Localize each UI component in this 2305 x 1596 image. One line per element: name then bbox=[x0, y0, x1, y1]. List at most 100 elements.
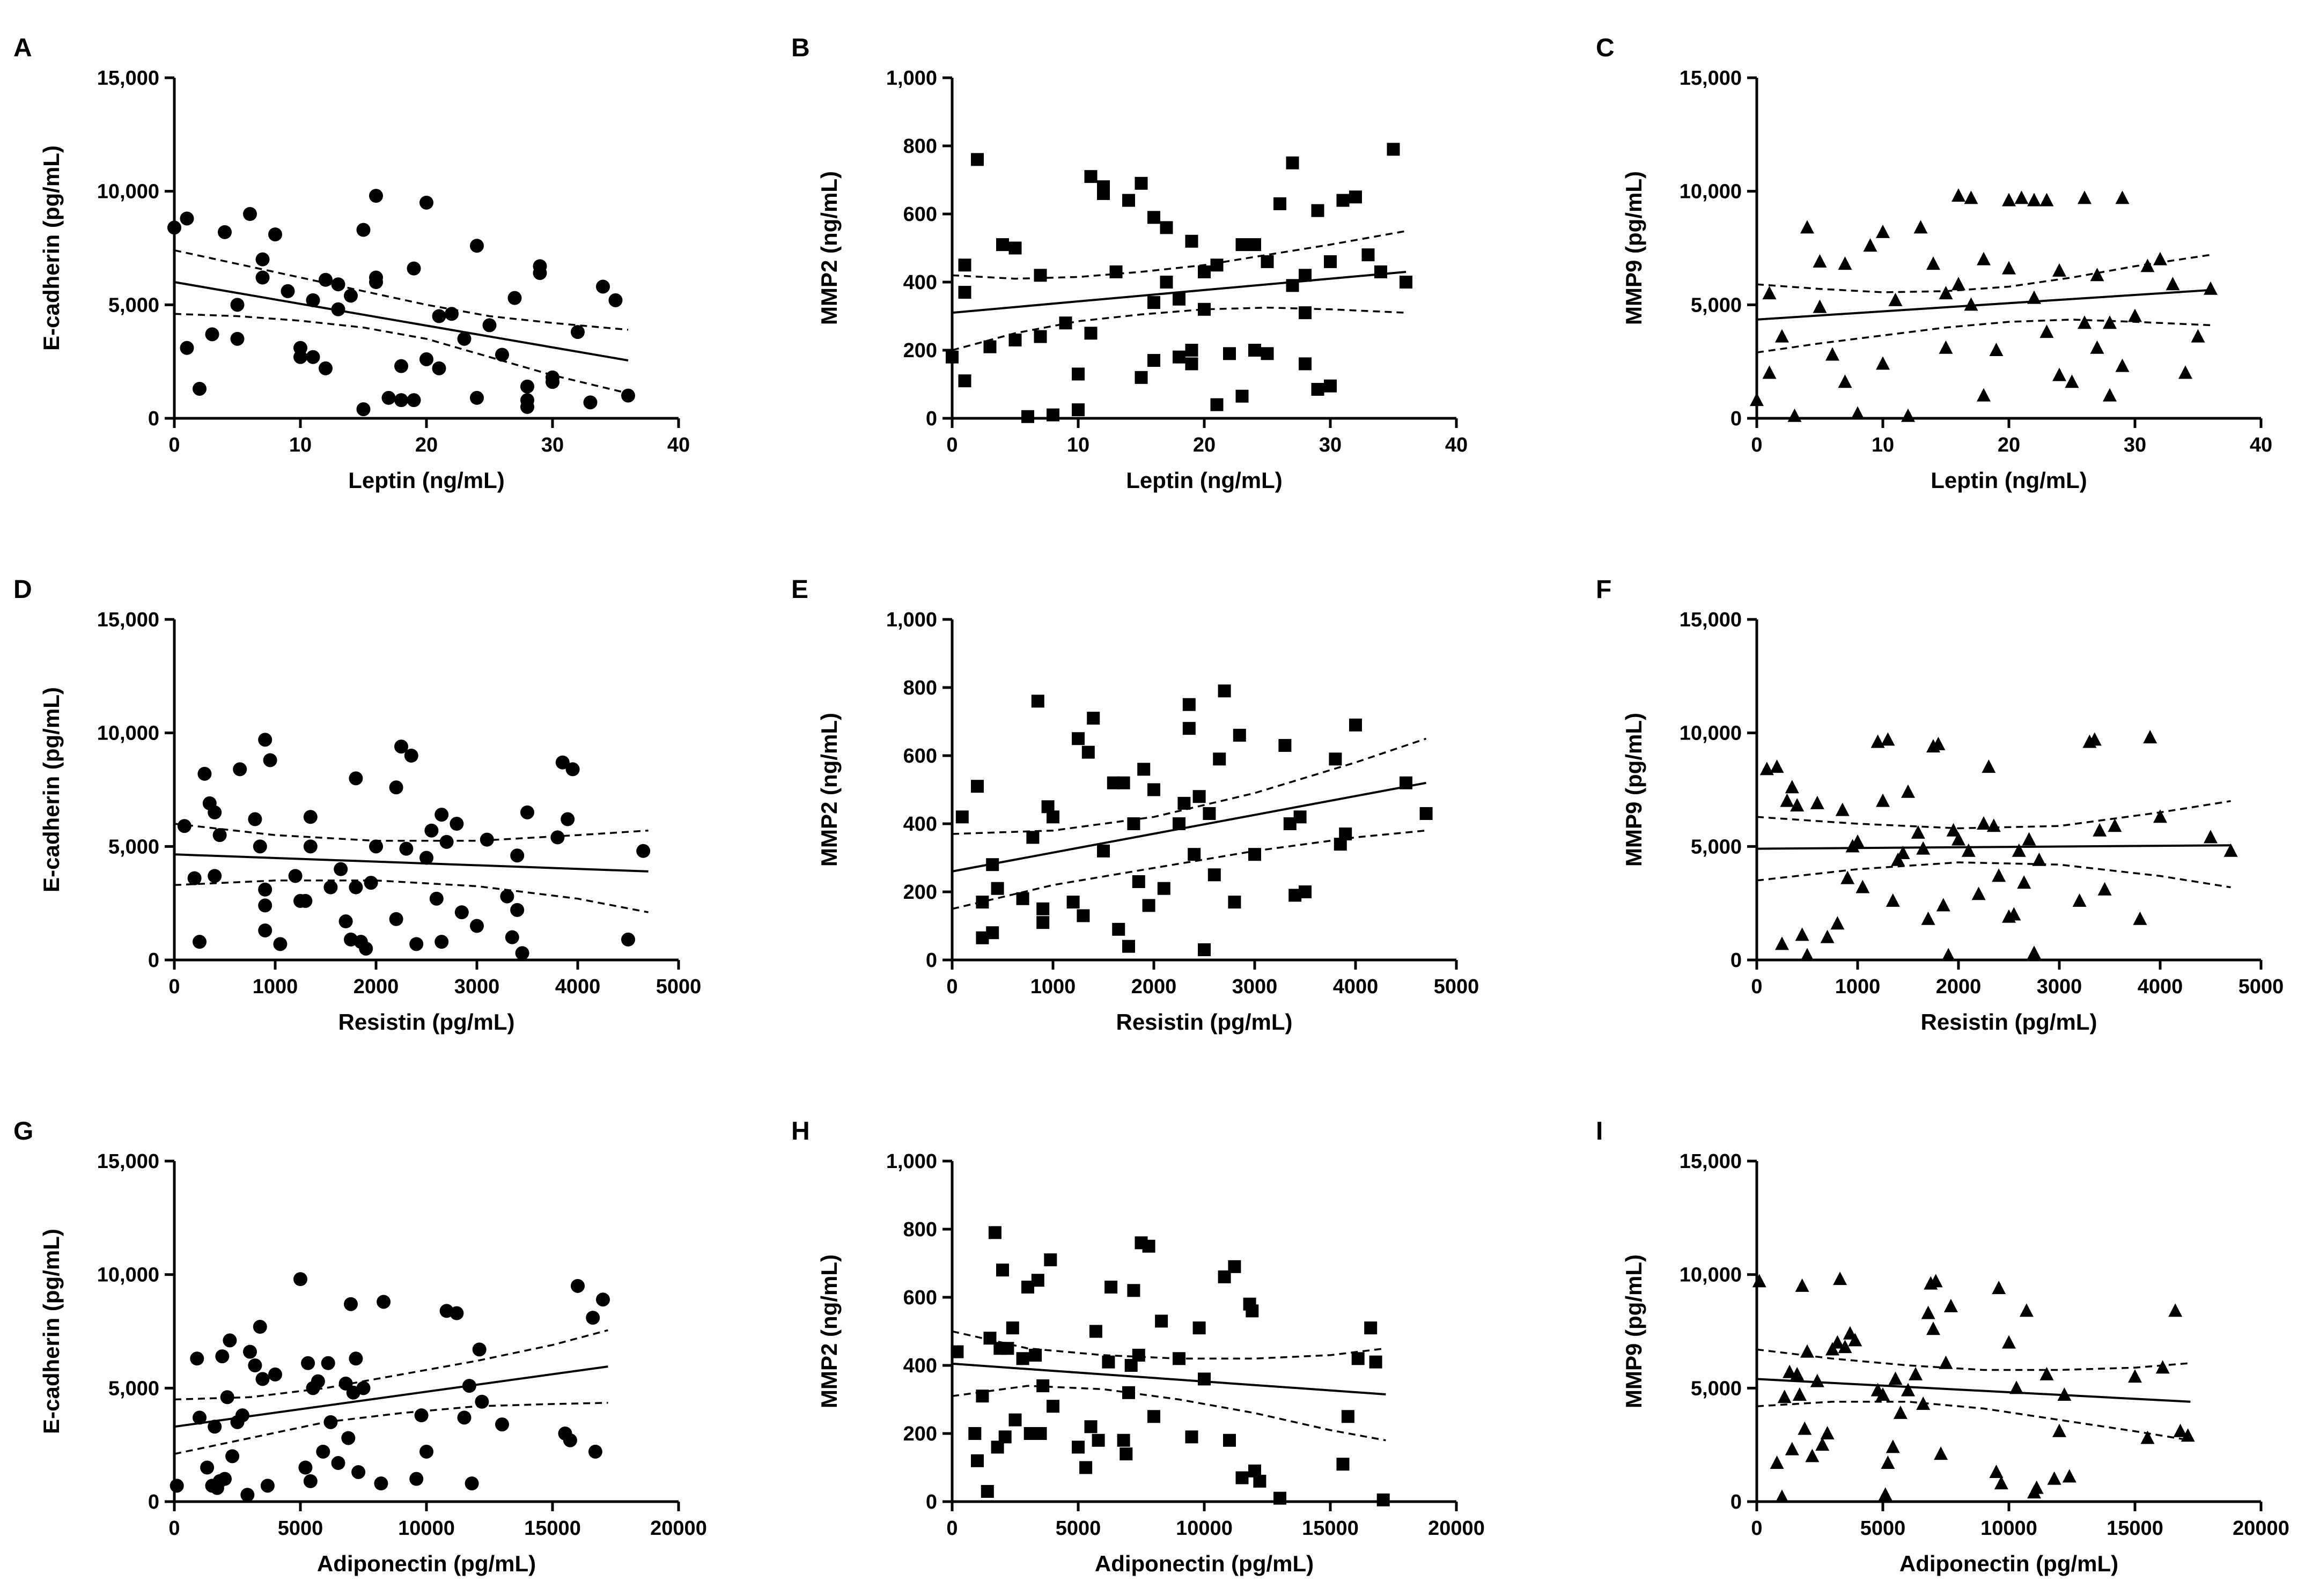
data-point-i bbox=[1934, 1446, 1948, 1460]
x-tick-label-a: 0 bbox=[168, 434, 180, 456]
data-point-a bbox=[180, 211, 194, 226]
data-point-c bbox=[1775, 329, 1789, 343]
regression-line-h bbox=[952, 1362, 1386, 1395]
data-point-g bbox=[571, 1279, 585, 1293]
data-point-f bbox=[1951, 832, 1965, 846]
data-point-c bbox=[2090, 268, 2104, 282]
data-point-h bbox=[981, 1484, 994, 1498]
data-point-b bbox=[1021, 410, 1034, 423]
data-point-h bbox=[1016, 1352, 1029, 1365]
data-point-b bbox=[1248, 238, 1261, 252]
data-point-g bbox=[301, 1356, 315, 1370]
data-point-a bbox=[394, 359, 408, 373]
panel-f: F 0 5,000 10,000 15,000 0 1000 2000 3000 4000 5000… bbox=[1596, 575, 2284, 1035]
data-point-h bbox=[1089, 1325, 1102, 1338]
regression-line-e bbox=[952, 781, 1426, 873]
data-point-e bbox=[1177, 796, 1191, 810]
data-point-g bbox=[170, 1479, 184, 1493]
x-tick-label-b: 20 bbox=[1193, 434, 1216, 456]
data-point-f bbox=[2143, 730, 2157, 744]
data-point-f bbox=[1931, 736, 1946, 750]
data-point-f bbox=[1790, 798, 1805, 812]
data-point-g bbox=[248, 1358, 262, 1372]
data-point-f bbox=[1870, 734, 1885, 748]
ci-lower-line-d bbox=[174, 880, 649, 913]
data-point-g bbox=[215, 1349, 230, 1364]
data-point-i bbox=[1792, 1387, 1807, 1401]
data-point-b bbox=[1387, 143, 1400, 156]
data-point-d bbox=[515, 946, 529, 960]
data-point-b bbox=[1299, 357, 1312, 371]
data-point-d bbox=[419, 851, 433, 865]
data-point-d bbox=[359, 941, 373, 956]
data-point-h bbox=[1102, 1355, 1115, 1369]
data-point-g bbox=[240, 1488, 255, 1502]
data-point-e bbox=[1299, 885, 1312, 898]
data-point-a bbox=[394, 393, 408, 408]
data-point-e bbox=[1349, 718, 1362, 732]
data-point-b bbox=[1135, 371, 1148, 384]
panel-i: I 0 5,000 10,000 15,000 0 5000 10000 15000 20000 A… bbox=[1596, 1117, 2289, 1576]
data-point-b bbox=[1198, 265, 1211, 278]
y-tick-label-i: 5,000 bbox=[1691, 1377, 1742, 1400]
panel-letter-c: C bbox=[1596, 34, 1615, 62]
data-point-b bbox=[971, 153, 984, 166]
data-point-c bbox=[2090, 340, 2104, 354]
ci-upper-line-i bbox=[1756, 1348, 2191, 1371]
data-point-e bbox=[1207, 868, 1221, 882]
data-point-e bbox=[1182, 698, 1196, 711]
data-point-i bbox=[1825, 1342, 1839, 1356]
data-point-h bbox=[1246, 1304, 1259, 1318]
data-point-b bbox=[1047, 408, 1059, 422]
data-point-i bbox=[1893, 1405, 1908, 1419]
data-point-a bbox=[331, 302, 345, 316]
data-point-i bbox=[1798, 1421, 1812, 1435]
data-point-c bbox=[1977, 388, 1991, 402]
data-point-d bbox=[424, 823, 439, 838]
y-tick-label-d: 10,000 bbox=[97, 722, 159, 745]
data-point-d bbox=[187, 871, 202, 885]
data-point-a bbox=[306, 350, 320, 364]
data-point-e bbox=[955, 810, 969, 824]
data-point-f bbox=[1785, 780, 1799, 794]
y-tick-label-h: 600 bbox=[903, 1287, 937, 1309]
data-point-e bbox=[1132, 875, 1145, 888]
data-point-b bbox=[946, 350, 959, 364]
data-point-h bbox=[1147, 1410, 1160, 1423]
data-point-d bbox=[621, 932, 635, 947]
data-point-c bbox=[1787, 408, 1802, 422]
x-tick-label-c: 10 bbox=[1872, 434, 1894, 456]
data-point-a bbox=[180, 341, 194, 355]
data-point-a bbox=[432, 361, 446, 375]
data-point-g bbox=[495, 1417, 509, 1432]
data-point-d bbox=[435, 935, 449, 949]
data-point-b bbox=[1135, 176, 1148, 190]
data-point-i bbox=[1785, 1442, 1799, 1455]
data-point-c bbox=[2027, 290, 2041, 304]
regression-line-f bbox=[1756, 844, 2231, 850]
data-point-d bbox=[258, 923, 273, 937]
data-point-c bbox=[2052, 367, 2066, 381]
data-point-g bbox=[457, 1410, 472, 1425]
data-point-i bbox=[2029, 1480, 2044, 1494]
data-point-c bbox=[1964, 190, 1978, 204]
data-point-h bbox=[1079, 1461, 1093, 1474]
data-point-a bbox=[243, 207, 257, 221]
data-point-f bbox=[1986, 818, 2001, 832]
data-point-g bbox=[586, 1311, 600, 1325]
y-axis-title-h: MMP2 (ng/mL) bbox=[816, 1254, 842, 1408]
data-point-c bbox=[2039, 324, 2054, 338]
data-point-e bbox=[1339, 827, 1352, 841]
y-axis-title-g: E-cadherin (pg/mL) bbox=[39, 1229, 64, 1434]
data-point-d bbox=[364, 876, 378, 890]
data-point-e bbox=[1117, 776, 1130, 789]
data-point-g bbox=[341, 1431, 356, 1445]
y-tick-label-c: 5,000 bbox=[1691, 294, 1742, 316]
data-point-i bbox=[1989, 1464, 2004, 1478]
data-point-e bbox=[1192, 790, 1206, 803]
data-point-f bbox=[2133, 911, 2147, 925]
data-point-d bbox=[323, 880, 338, 895]
data-point-b bbox=[1286, 156, 1299, 169]
data-point-i bbox=[1820, 1426, 1835, 1439]
data-point-b bbox=[958, 286, 971, 299]
